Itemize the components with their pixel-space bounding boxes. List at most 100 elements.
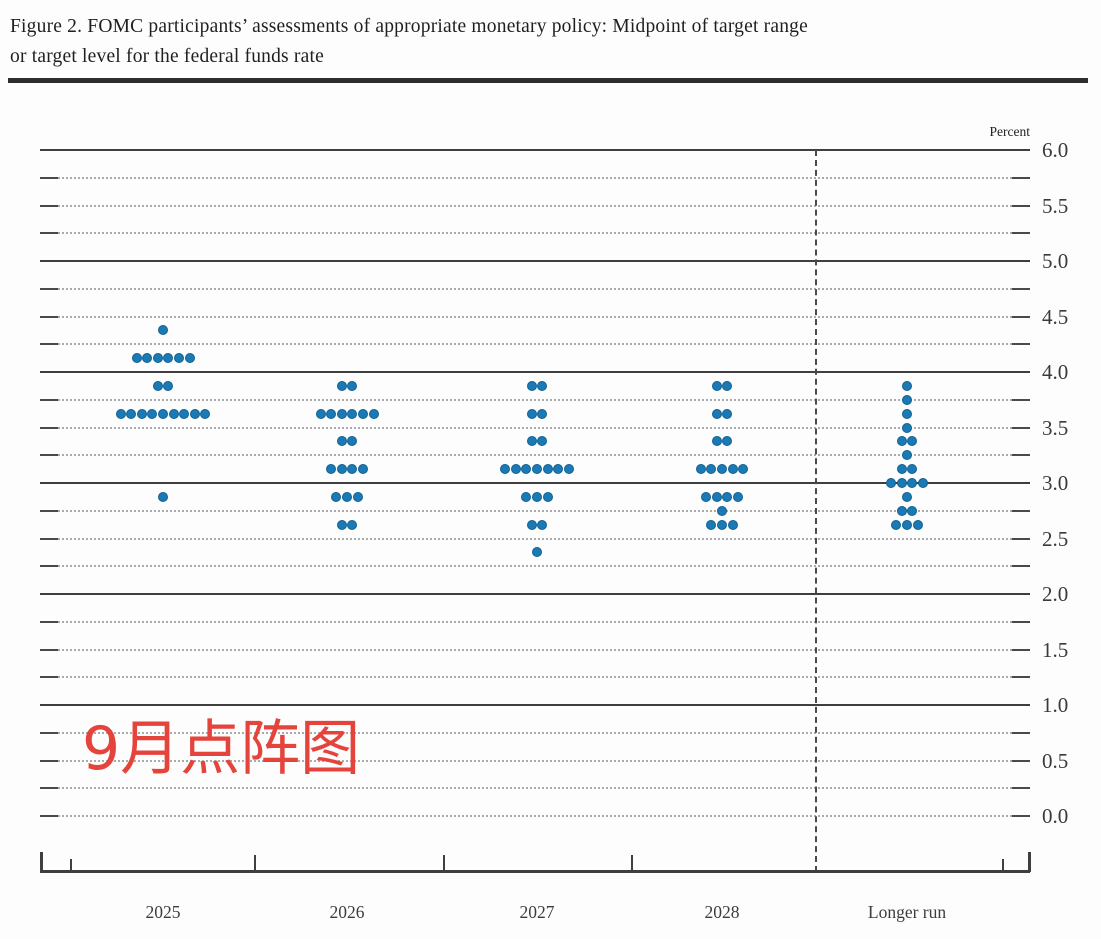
projection-dot — [336, 380, 347, 391]
right-axis-tick — [1012, 731, 1030, 734]
projection-dot — [902, 394, 912, 405]
projection-dot — [179, 408, 190, 419]
figure-title-line2: or target level for the federal funds ra… — [10, 46, 324, 68]
figure-title-line1: Figure 2. FOMC participants’ assessments… — [10, 16, 808, 37]
projection-dot — [907, 436, 918, 447]
x-axis-line — [40, 870, 1030, 873]
right-axis-tick — [1012, 509, 1030, 512]
left-axis-tick — [40, 287, 58, 290]
projection-dot — [701, 491, 712, 502]
figure-title: Figure 2. FOMC participants’ assessments… — [10, 12, 1080, 72]
projection-dot — [115, 408, 126, 419]
gridline-dotted — [58, 676, 1012, 679]
projection-dot — [152, 353, 163, 364]
right-axis-tick — [1012, 176, 1030, 179]
left-axis-tick — [40, 815, 58, 817]
gridline-dotted — [58, 731, 1012, 734]
projection-dot — [907, 478, 918, 488]
x-axis-category-label: Longer run — [867, 902, 947, 922]
projection-dot — [158, 325, 168, 336]
gridline-dotted — [58, 343, 1012, 346]
projection-dot — [722, 491, 733, 502]
projection-dot — [563, 464, 574, 475]
projection-dot — [896, 436, 907, 447]
right-axis-tick — [1012, 620, 1030, 623]
x-axis-minor-tick — [70, 859, 72, 872]
left-axis-tick — [40, 537, 58, 540]
projection-dot — [526, 519, 537, 530]
gridline-dotted — [58, 176, 1012, 179]
projection-dot — [158, 408, 168, 419]
projection-dot — [896, 478, 907, 488]
left-axis-tick — [40, 731, 58, 734]
projection-dot — [368, 408, 379, 419]
projection-dot — [521, 464, 532, 475]
left-axis-tick — [40, 759, 58, 762]
projection-dot — [537, 380, 548, 391]
right-axis-tick — [1012, 426, 1030, 429]
y-axis-unit-label: Percent — [989, 124, 1030, 139]
right-axis-tick — [1012, 759, 1030, 762]
left-axis-tick — [40, 426, 58, 429]
projection-dot — [126, 408, 137, 419]
projection-dot — [902, 408, 912, 419]
gridline-dotted — [58, 565, 1012, 568]
projection-dot — [136, 408, 147, 419]
left-axis-tick — [40, 204, 58, 207]
projection-dot — [907, 464, 918, 475]
projection-dot — [711, 380, 722, 391]
september-dot-plot-annotation: 9月点阵图 — [82, 714, 361, 784]
gridline-dotted — [58, 620, 1012, 623]
x-axis-category-label: 2025 — [145, 902, 181, 922]
gridline-dotted — [58, 204, 1012, 207]
right-axis-tick — [1012, 398, 1030, 401]
projection-dot — [526, 436, 537, 447]
projection-dot — [542, 491, 553, 502]
projection-dot — [695, 464, 706, 475]
projection-dot — [537, 519, 548, 530]
y-axis-tick-label: 5.5 — [1042, 193, 1069, 218]
projection-dot — [331, 491, 342, 502]
gridline-dotted — [58, 232, 1012, 235]
x-axis-category-tick — [443, 855, 445, 872]
gridline-solid — [40, 371, 1030, 373]
y-axis-tick-label: 1.0 — [1042, 693, 1069, 717]
left-axis-tick — [40, 787, 58, 790]
projection-dot — [336, 464, 347, 475]
projection-dot — [200, 408, 211, 419]
projection-dot — [722, 408, 733, 419]
projection-dot — [163, 380, 174, 391]
projection-dot — [738, 464, 749, 475]
projection-dot — [732, 491, 743, 502]
right-axis-tick — [1012, 204, 1030, 207]
right-axis-tick — [1012, 787, 1030, 790]
projection-dot — [542, 464, 553, 475]
gridline-solid — [40, 260, 1030, 262]
projection-dot — [711, 436, 722, 447]
projection-dot — [347, 519, 358, 530]
left-axis-tick — [40, 648, 58, 651]
projection-dot — [722, 380, 733, 391]
right-axis-tick — [1012, 648, 1030, 651]
longer-run-separator — [815, 150, 817, 872]
projection-dot — [553, 464, 564, 475]
projection-dot — [711, 491, 722, 502]
projection-dot — [500, 464, 511, 475]
projection-dot — [336, 519, 347, 530]
left-axis-tick — [40, 343, 58, 346]
projection-dot — [526, 380, 537, 391]
gridline-dotted — [58, 426, 1012, 429]
y-axis-tick-label: 5.0 — [1042, 249, 1069, 273]
left-axis-tick — [40, 509, 58, 512]
projection-dot — [537, 408, 548, 419]
projection-dot — [717, 505, 727, 516]
projection-dot — [326, 408, 337, 419]
projection-dot — [902, 519, 912, 530]
left-axis-tick — [40, 454, 58, 457]
right-axis-tick — [1012, 343, 1030, 346]
projection-dot — [917, 478, 928, 488]
projection-dot — [158, 491, 168, 502]
projection-dot — [907, 505, 918, 516]
gridline-solid — [40, 704, 1030, 706]
